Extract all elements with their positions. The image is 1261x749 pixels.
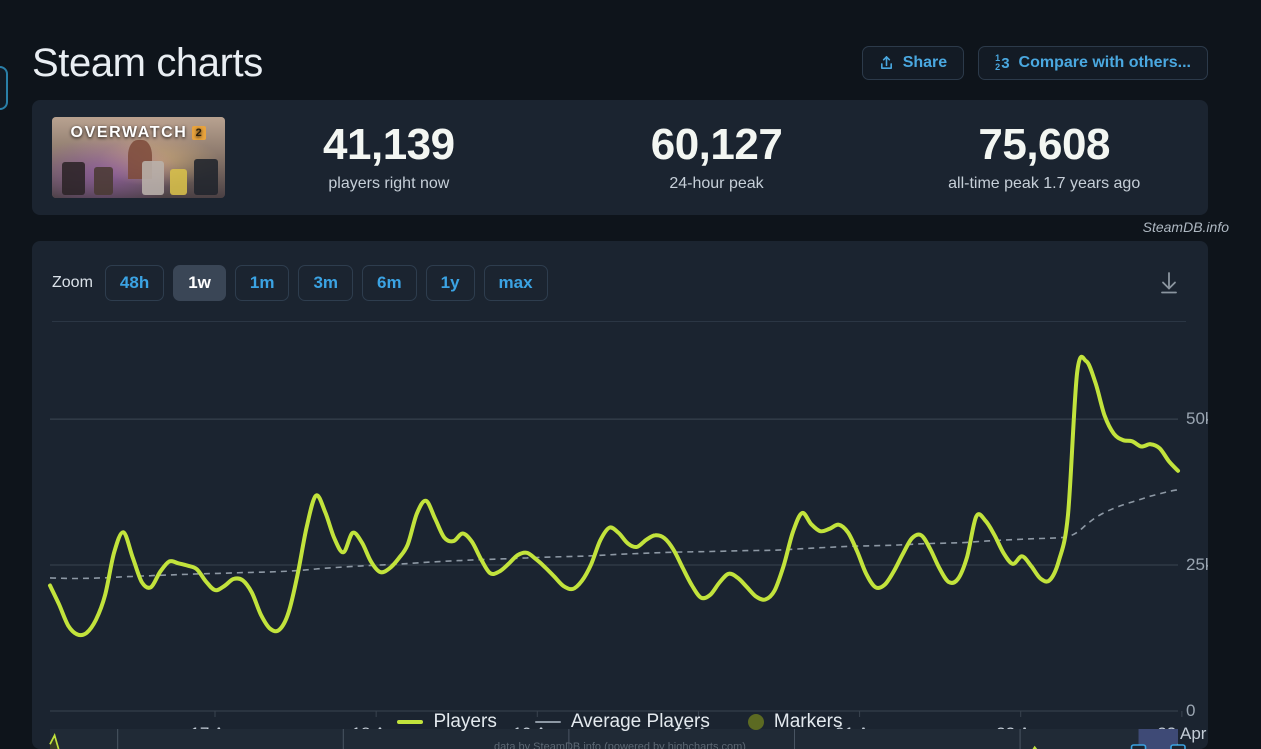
- stat-label: players right now: [328, 174, 450, 192]
- navigator-selection-window[interactable]: [1138, 729, 1178, 749]
- game-logo: OVERWATCH 2: [52, 124, 225, 142]
- legend-item-average-players[interactable]: Average Players: [534, 711, 710, 733]
- panel-divider: [52, 321, 1186, 322]
- chart-credit[interactable]: data by SteamDB.info (powered by highcha…: [494, 741, 746, 749]
- range-button-1m[interactable]: 1m: [234, 265, 290, 301]
- y-axis-tick-label: 0: [1186, 701, 1195, 720]
- stat-all-time-peak: 75,608 all-time peak 1.7 years ago: [880, 122, 1208, 192]
- range-button-label: 1w: [188, 273, 211, 292]
- chart-legend: Players Average Players Markers: [32, 711, 1208, 733]
- stat-24h-peak: 60,127 24-hour peak: [553, 122, 881, 192]
- stat-label: all-time peak 1.7 years ago: [948, 174, 1141, 192]
- zoom-label: Zoom: [52, 274, 93, 291]
- navigator-handle-right[interactable]: [1170, 744, 1186, 749]
- range-button-max[interactable]: max: [483, 265, 548, 301]
- stat-value: 41,139: [323, 120, 455, 170]
- players-line-chart[interactable]: 025k50k17 Apr18 Apr19 Apr20 Apr21 Apr22 …: [32, 331, 1208, 749]
- stat-players-now: 41,139 players right now: [225, 122, 553, 192]
- markers-dot-swatch: [747, 714, 764, 730]
- players-line-swatch: [397, 720, 424, 724]
- average-players-line-swatch: [534, 721, 561, 723]
- chart-plot-area[interactable]: 025k50k17 Apr18 Apr19 Apr20 Apr21 Apr22 …: [32, 331, 1208, 749]
- players-series: [48, 354, 1180, 638]
- steamdb-watermark: SteamDB.info: [1142, 219, 1229, 235]
- stat-value: 75,608: [978, 120, 1110, 170]
- legend-label: Markers: [773, 711, 843, 732]
- legend-item-markers[interactable]: Markers: [747, 711, 843, 733]
- range-button-group: 48h 1w 1m 3m 6m 1y max: [104, 265, 548, 301]
- legend-label: Players: [433, 711, 497, 732]
- page-title: Steam charts: [32, 40, 263, 85]
- stat-value: 60,127: [650, 120, 783, 170]
- thumbnail-figure: [93, 167, 113, 195]
- download-icon[interactable]: [1152, 265, 1186, 301]
- range-button-label: max: [498, 273, 533, 292]
- share-button[interactable]: Share: [861, 46, 965, 80]
- game-thumbnail[interactable]: OVERWATCH 2: [52, 117, 225, 198]
- navigator-handle-left[interactable]: [1130, 744, 1147, 749]
- thumbnail-figure: [193, 159, 219, 195]
- range-button-1y[interactable]: 1y: [425, 265, 475, 301]
- range-button-3m[interactable]: 3m: [298, 265, 354, 301]
- stats-card: OVERWATCH 2 41,139 players right now 60,…: [32, 100, 1208, 215]
- range-button-label: 1m: [249, 273, 275, 292]
- left-edge-clipped-chip[interactable]: [0, 66, 8, 110]
- stats-list: 41,139 players right now 60,127 24-hour …: [225, 122, 1208, 192]
- legend-item-players[interactable]: Players: [397, 711, 497, 733]
- thumbnail-figure: [169, 168, 187, 195]
- range-button-48h[interactable]: 48h: [104, 265, 165, 301]
- compare-button-label: Compare with others...: [1018, 54, 1191, 71]
- range-button-label: 6m: [377, 273, 402, 292]
- navigator-background[interactable]: [50, 729, 1178, 749]
- zoom-range-selector: Zoom 48h 1w 1m 3m 6m 1y max: [52, 265, 548, 301]
- y-axis-tick-label: 50k: [1186, 409, 1208, 428]
- y-axis-tick-label: 25k: [1186, 555, 1208, 574]
- game-logo-edition: 2: [192, 126, 207, 140]
- game-logo-name: OVERWATCH: [70, 124, 188, 141]
- average-players-series: [49, 488, 1179, 580]
- share-upload-icon: [879, 55, 894, 71]
- legend-label: Average Players: [570, 711, 710, 732]
- range-button-1w[interactable]: 1w: [173, 265, 226, 301]
- range-button-label: 48h: [119, 273, 150, 292]
- range-button-label: 1y: [440, 273, 460, 292]
- thumbnail-figure: [62, 162, 85, 195]
- range-button-label: 3m: [313, 273, 339, 292]
- share-button-label: Share: [902, 54, 948, 71]
- range-button-6m[interactable]: 6m: [362, 265, 417, 301]
- stat-label: 24-hour peak: [669, 174, 764, 192]
- thumbnail-figure: [141, 160, 165, 195]
